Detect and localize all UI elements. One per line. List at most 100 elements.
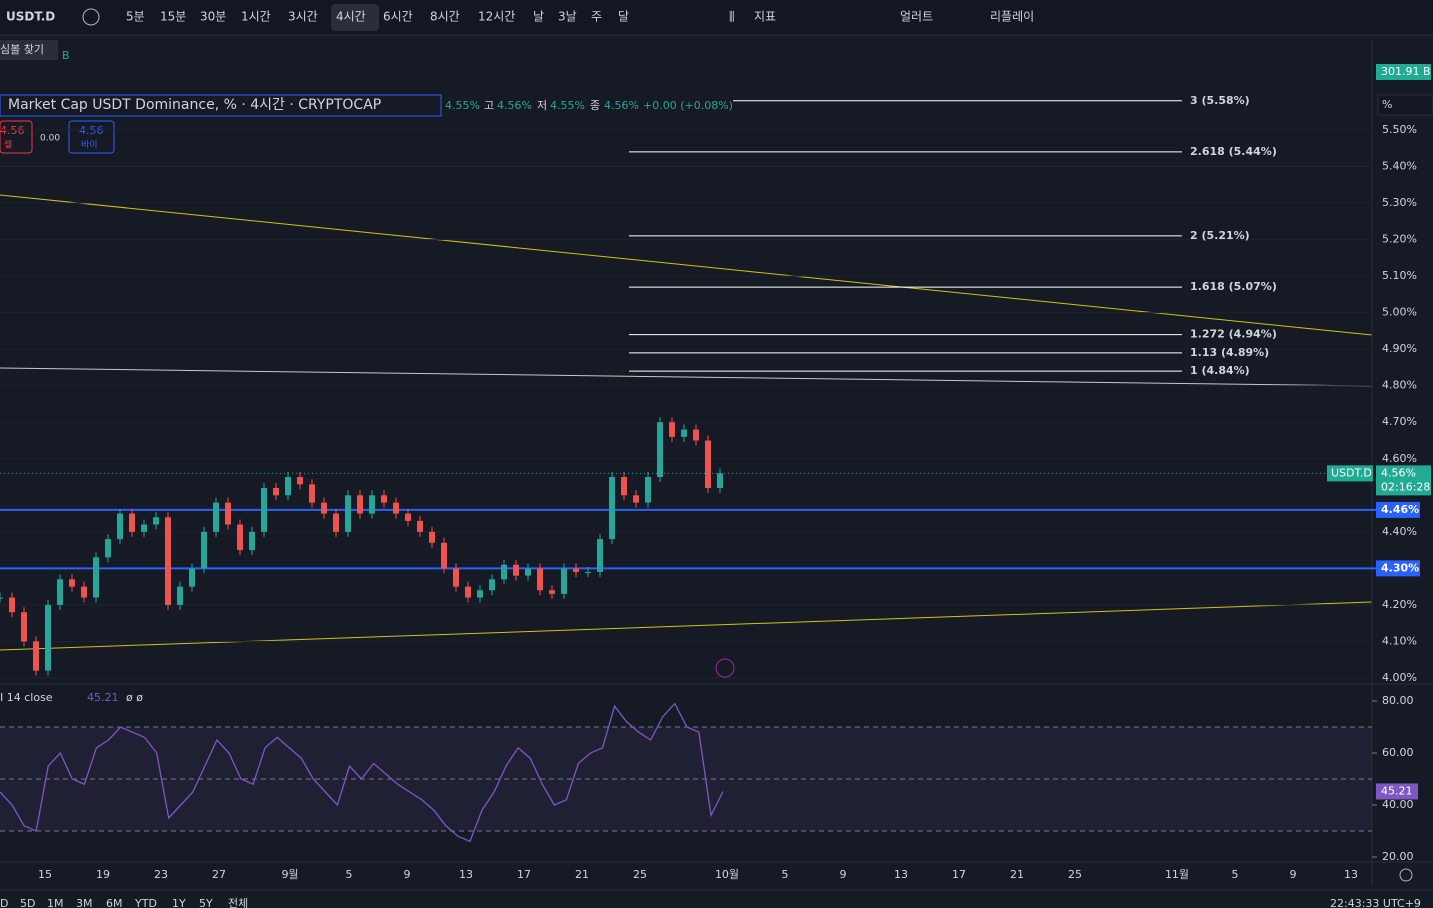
interval[interactable]: 30분 bbox=[200, 10, 226, 24]
candle bbox=[489, 579, 495, 591]
symbol-tag-label: USDT.D bbox=[1331, 466, 1372, 479]
candle bbox=[81, 586, 87, 598]
candle bbox=[309, 484, 315, 503]
candle bbox=[165, 517, 171, 605]
candle bbox=[477, 590, 483, 598]
change: +0.00 (+0.08%) bbox=[643, 99, 733, 112]
y-tick-label: 4.90% bbox=[1382, 342, 1417, 355]
candle bbox=[441, 542, 447, 569]
y-tick-label: 5.40% bbox=[1382, 160, 1417, 173]
x-tick-label: 11월 bbox=[1165, 868, 1189, 881]
legend-title: Market Cap USDT Dominance, % · 4시간 · CRY… bbox=[8, 97, 381, 113]
candle bbox=[321, 502, 327, 514]
sell-button[interactable] bbox=[0, 120, 33, 154]
replay[interactable]: 리플레이 bbox=[990, 10, 1034, 24]
rsi-tick-label: 60.00 bbox=[1382, 746, 1414, 759]
volume: 301.91 B bbox=[1381, 65, 1431, 78]
x-tick-label: 19 bbox=[96, 868, 110, 881]
candle bbox=[549, 590, 555, 594]
x-tick-label: 9월 bbox=[281, 868, 298, 881]
tooltip: 심볼 찾기 bbox=[0, 43, 44, 56]
candle bbox=[597, 539, 603, 573]
volume-tag bbox=[1376, 64, 1431, 80]
interval[interactable]: 8시간 bbox=[430, 10, 460, 24]
fib-label: 1 (4.84%) bbox=[1190, 364, 1250, 377]
range[interactable]: 1M bbox=[47, 897, 64, 908]
candle bbox=[525, 568, 531, 576]
rsi-extra: ø ø bbox=[126, 691, 143, 704]
candle bbox=[45, 604, 51, 671]
candle bbox=[105, 539, 111, 558]
close: 4.56% bbox=[604, 99, 639, 112]
interval[interactable]: 주 bbox=[591, 10, 602, 24]
candle bbox=[333, 513, 339, 532]
range[interactable]: 5Y bbox=[199, 897, 213, 908]
y-tick-label: 4.10% bbox=[1382, 634, 1417, 647]
candle bbox=[537, 568, 543, 591]
sell-label: 셀 bbox=[4, 140, 12, 151]
range[interactable]: 전체 bbox=[228, 897, 248, 908]
interval[interactable]: 날 bbox=[533, 10, 544, 24]
range[interactable]: 5D bbox=[20, 897, 35, 908]
fib-label: 1.618 (5.07%) bbox=[1190, 280, 1277, 293]
interval[interactable]: 12시간 bbox=[478, 10, 515, 24]
candle bbox=[633, 495, 639, 503]
settings-icon[interactable] bbox=[1399, 868, 1413, 882]
range[interactable]: D bbox=[0, 897, 8, 908]
candle bbox=[693, 429, 699, 441]
y-tick-label: 4.00% bbox=[1382, 671, 1417, 684]
rsi-tag bbox=[1376, 783, 1418, 800]
active-interval bbox=[331, 4, 379, 31]
y-tick-label: 4.70% bbox=[1382, 415, 1417, 428]
x-tick-label: 13 bbox=[894, 868, 908, 881]
countdown: 02:16:28 bbox=[1381, 480, 1430, 493]
candle bbox=[381, 495, 387, 503]
high-label: 고 bbox=[484, 99, 494, 112]
indicators[interactable]: 지표 bbox=[754, 10, 776, 24]
interval[interactable]: 1시간 bbox=[241, 10, 271, 24]
interval[interactable]: 15분 bbox=[160, 10, 186, 24]
close-label: 종 bbox=[590, 99, 600, 112]
event-icon[interactable] bbox=[715, 658, 735, 678]
trend-line bbox=[0, 601, 1373, 651]
alerts[interactable]: 얼러트 bbox=[900, 10, 933, 24]
legend-box bbox=[0, 94, 442, 117]
spread: 0.00 bbox=[40, 134, 60, 144]
trend-line bbox=[0, 367, 1373, 387]
y-tick-label: 5.50% bbox=[1382, 123, 1417, 136]
range[interactable]: 6M bbox=[106, 897, 123, 908]
rsi-tick-label: 20.00 bbox=[1382, 850, 1414, 863]
candle bbox=[33, 641, 39, 671]
symbol[interactable]: USDT.D bbox=[6, 10, 55, 24]
candle bbox=[513, 564, 519, 576]
chart-type[interactable]: ⫼ bbox=[729, 10, 735, 24]
x-tick-label: 9 bbox=[404, 868, 411, 881]
interval[interactable]: 달 bbox=[618, 10, 629, 24]
interval[interactable]: 4시간 bbox=[336, 10, 366, 24]
toolbar bbox=[0, 0, 1433, 35]
candle bbox=[345, 495, 351, 532]
candle bbox=[393, 502, 399, 514]
rsi-tag-label: 45.21 bbox=[1381, 784, 1413, 797]
range[interactable]: YTD bbox=[134, 897, 157, 908]
x-tick-label: 25 bbox=[1068, 868, 1082, 881]
x-tick-label: 5 bbox=[1232, 868, 1239, 881]
interval[interactable]: 5분 bbox=[126, 10, 145, 24]
candle bbox=[0, 597, 3, 599]
interval[interactable]: 3날 bbox=[558, 10, 577, 24]
candle bbox=[681, 429, 687, 437]
candle bbox=[621, 477, 627, 496]
candle bbox=[69, 579, 75, 587]
buy-button[interactable] bbox=[68, 120, 115, 154]
y-tick-label: 4.40% bbox=[1382, 525, 1417, 538]
interval[interactable]: 3시간 bbox=[288, 10, 318, 24]
add-symbol[interactable] bbox=[82, 8, 100, 26]
candle bbox=[213, 502, 219, 532]
range[interactable]: 3M bbox=[76, 897, 93, 908]
range[interactable]: 1Y bbox=[172, 897, 186, 908]
interval[interactable]: 6시간 bbox=[383, 10, 413, 24]
candle bbox=[609, 477, 615, 540]
candle bbox=[141, 524, 147, 532]
